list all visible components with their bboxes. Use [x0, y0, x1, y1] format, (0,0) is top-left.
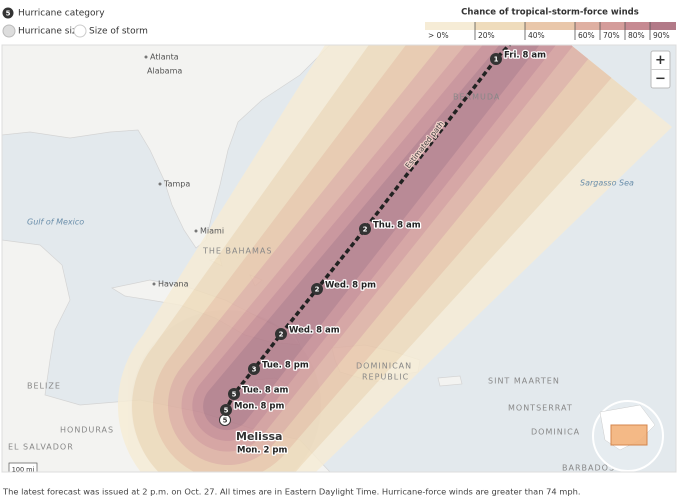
- track-time: Mon. 8 pm: [234, 402, 284, 412]
- wind-scale-swatch: [425, 22, 475, 30]
- wind-title: Chance of tropical-storm-force winds: [461, 8, 639, 18]
- storm-size-icon: [73, 24, 87, 38]
- city-dot: [152, 282, 156, 286]
- category-icon-bg: [2, 7, 14, 19]
- wind-scale: > 0% 20% 40% 60% 70% 80% 90%: [425, 22, 676, 40]
- city-dot: [194, 229, 198, 233]
- track-category: 2: [363, 226, 368, 234]
- wind-scale-label: 90%: [653, 31, 670, 40]
- track-time: Wed. 8 pm: [325, 281, 376, 291]
- map-frame: [1, 44, 677, 473]
- place-label: HONDURAS: [60, 426, 114, 435]
- storm-name: Melissa: [236, 430, 282, 443]
- city-dot: [144, 55, 148, 59]
- track-category: 1: [494, 56, 499, 64]
- scale-label: 100 mi: [12, 466, 35, 474]
- place-label: Havana: [158, 280, 189, 289]
- category-label: Hurricane category: [18, 9, 105, 19]
- place-label: BELIZE: [27, 382, 61, 391]
- track-point: [248, 363, 260, 375]
- place-label: SINT MAARTEN: [488, 377, 560, 386]
- track-point: [275, 328, 287, 340]
- place-label: Sargasso Sea: [580, 179, 634, 188]
- track-category: 5: [224, 407, 229, 415]
- storm-time: Mon. 2 pm: [237, 446, 287, 456]
- wind-scale-swatch: [475, 22, 525, 30]
- track-point: [228, 388, 240, 400]
- wind-scale-label: 40%: [528, 31, 545, 40]
- usa: [2, 45, 331, 249]
- place-label: BERMUDA: [453, 93, 500, 102]
- wind-scale-label: 70%: [603, 31, 620, 40]
- place-label: DOMINICA: [531, 428, 580, 437]
- header: 5 Hurricane category Hurricane size Size…: [2, 7, 676, 40]
- place-label: EL SALVADOR: [8, 443, 74, 452]
- storm-size-label: Size of storm: [89, 27, 148, 37]
- place-label: DOMINICAN: [356, 362, 412, 371]
- wind-scale-label: 60%: [578, 31, 595, 40]
- track-category: 2: [279, 331, 284, 339]
- place-label: Miami: [200, 227, 224, 236]
- place-labels: Atlanta Alabama Tampa Miami Havana Gulf of Me…: [8, 53, 634, 473]
- wind-band: [203, 45, 540, 431]
- track-point: [311, 283, 323, 295]
- track-category: 5: [223, 417, 228, 425]
- track-time: Tue. 8 am: [242, 386, 288, 396]
- track-point: [220, 404, 232, 416]
- zoom-controls[interactable]: + −: [650, 50, 671, 89]
- size-icon: [2, 24, 16, 38]
- place-label: REPUBLIC: [362, 373, 409, 382]
- wind-scale-swatch: [625, 22, 650, 30]
- track-time: Tue. 8 pm: [262, 361, 309, 371]
- category-icon: 5: [6, 10, 11, 18]
- city-dot: [158, 182, 162, 186]
- wind-scale-label: 20%: [478, 31, 495, 40]
- wind-scale-swatch: [525, 22, 575, 30]
- track-point: [359, 223, 371, 235]
- size-label: Hurricane size: [18, 27, 83, 37]
- place-label: Alabama: [147, 67, 182, 76]
- zoom-in[interactable]: +: [655, 53, 666, 68]
- track-time: Fri. 8 am: [504, 51, 546, 61]
- place-label: Atlanta: [150, 53, 179, 62]
- track-category: 5: [232, 391, 237, 399]
- place-label: BARBADOS: [562, 464, 615, 473]
- track-category: 2: [315, 286, 320, 294]
- inset-globe: [592, 400, 664, 472]
- track-time: Thu. 8 am: [373, 221, 421, 231]
- place-label: MONTSERRAT: [508, 404, 573, 413]
- wind-scale-label: 80%: [628, 31, 645, 40]
- wind-scale-swatch: [575, 22, 600, 30]
- place-label: Tampa: [163, 180, 190, 189]
- track-time: Wed. 8 am: [289, 326, 340, 336]
- zoom-out[interactable]: −: [655, 72, 666, 87]
- wind-scale-swatch: [600, 22, 625, 30]
- place-label: THE BAHAMAS: [202, 247, 272, 256]
- footer-note: The latest forecast was issued at 2 p.m.…: [2, 487, 581, 497]
- puerto-rico: [437, 375, 463, 387]
- track-point: [490, 53, 502, 65]
- wind-scale-swatch: [650, 22, 676, 30]
- scale-bar: 100 mi: [8, 462, 38, 474]
- place-label: Gulf of Mexico: [27, 218, 84, 227]
- wind-scale-label: > 0%: [428, 31, 449, 40]
- track-category: 3: [252, 366, 257, 374]
- track: 55 Mon. 8 pm5 Tue. 8 am3 Tue. 8 pm2 Wed. 8 a…: [219, 45, 547, 426]
